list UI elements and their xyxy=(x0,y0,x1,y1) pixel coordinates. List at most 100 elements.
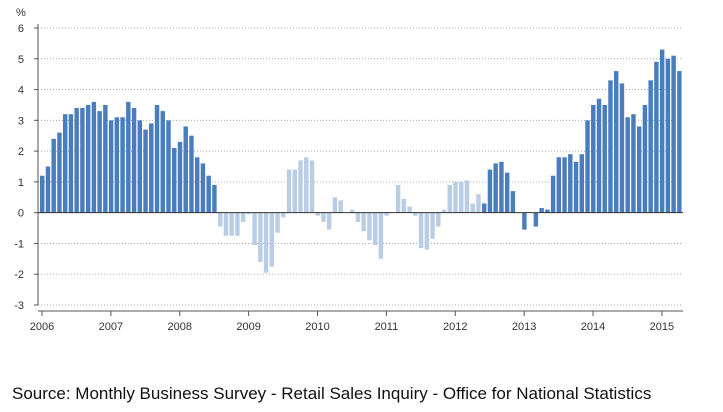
y-tick-label: 0 xyxy=(18,208,24,220)
y-tick-label: 6 xyxy=(18,23,24,35)
bar xyxy=(91,101,97,213)
bar xyxy=(172,148,177,213)
bar xyxy=(510,191,516,213)
bar xyxy=(212,184,217,213)
bar xyxy=(263,212,269,273)
bar xyxy=(619,83,625,213)
bar xyxy=(504,172,510,213)
bar xyxy=(355,212,361,222)
bar xyxy=(57,132,62,213)
bar xyxy=(166,120,171,213)
bar xyxy=(177,141,183,213)
bar xyxy=(269,212,275,267)
bar xyxy=(642,104,648,213)
bar-chart: -3 -2 -1 0 1 2 3 4 5 6 2006 2007 2008 2009 2010 2011 201… xyxy=(14,7,683,333)
bar xyxy=(114,117,120,213)
bar xyxy=(648,80,653,213)
bar xyxy=(367,212,372,241)
bar xyxy=(591,104,596,213)
x-tick-label: 2010 xyxy=(305,321,329,333)
x-tick-label: 2014 xyxy=(581,321,605,333)
bar xyxy=(568,154,573,213)
x-tick-label: 2006 xyxy=(30,321,54,333)
bar xyxy=(654,61,659,213)
bar xyxy=(235,212,240,236)
bar xyxy=(74,108,79,213)
bar xyxy=(189,135,194,213)
bar xyxy=(602,104,607,213)
bar xyxy=(659,49,665,213)
y-tick-label: 2 xyxy=(18,146,24,158)
bar xyxy=(143,129,148,213)
bar xyxy=(252,212,257,245)
bar xyxy=(298,160,303,213)
bar xyxy=(636,126,642,213)
bar xyxy=(51,138,56,213)
bar xyxy=(240,212,246,222)
bar xyxy=(476,194,481,213)
bar xyxy=(154,104,160,213)
bar xyxy=(85,104,91,213)
bar xyxy=(149,123,154,213)
y-tick-label: 1 xyxy=(18,177,24,189)
y-tick-label: 5 xyxy=(18,54,24,66)
bar xyxy=(372,212,378,245)
bar xyxy=(671,55,676,213)
bar xyxy=(539,208,544,213)
bar xyxy=(545,209,550,213)
bar xyxy=(424,212,430,250)
bar xyxy=(160,111,165,213)
bar xyxy=(327,212,332,230)
bar xyxy=(395,184,401,213)
y-tick-label: 4 xyxy=(18,85,24,97)
x-tick-label: 2007 xyxy=(99,321,123,333)
bar xyxy=(229,212,234,236)
bar xyxy=(126,101,131,213)
bar xyxy=(487,169,493,213)
axes: -3 -2 -1 0 1 2 3 4 5 6 2006 2007 2008 2009 2010 2011 201… xyxy=(14,23,683,333)
bar xyxy=(453,181,458,213)
bar xyxy=(430,212,435,239)
bar xyxy=(361,212,366,232)
bar xyxy=(206,175,211,213)
bar xyxy=(40,175,45,213)
source-note: Source: Monthly Business Survey - Retail… xyxy=(12,384,652,403)
bar xyxy=(315,212,320,216)
bar xyxy=(522,212,527,230)
bar xyxy=(401,198,407,213)
bar xyxy=(131,108,137,213)
bar xyxy=(137,120,143,213)
bar xyxy=(459,181,464,213)
bar xyxy=(579,154,584,213)
bar xyxy=(223,212,229,236)
bar xyxy=(533,212,539,227)
bar xyxy=(447,184,452,213)
bar xyxy=(275,212,280,233)
bar xyxy=(550,175,556,213)
x-tick-label: 2013 xyxy=(512,321,536,333)
bar xyxy=(281,212,286,218)
bar xyxy=(194,157,200,213)
bar xyxy=(246,212,252,215)
bar xyxy=(304,157,309,213)
bar xyxy=(45,166,51,213)
bar xyxy=(493,163,498,213)
bar xyxy=(499,161,504,213)
bar xyxy=(665,58,671,213)
y-tick-label: -1 xyxy=(14,238,24,250)
bar xyxy=(258,212,263,262)
y-axis-unit-label: % xyxy=(16,7,26,19)
bar xyxy=(625,117,630,213)
x-tick-label: 2011 xyxy=(375,321,399,333)
bar xyxy=(292,169,297,213)
bar xyxy=(309,160,315,213)
bar xyxy=(677,71,682,213)
bar xyxy=(378,212,384,259)
bar xyxy=(441,209,447,213)
bar xyxy=(481,203,487,213)
bar xyxy=(573,161,579,213)
bar xyxy=(608,80,613,213)
x-tick-label: 2008 xyxy=(168,321,192,333)
bar xyxy=(62,114,68,213)
bar xyxy=(103,104,108,213)
